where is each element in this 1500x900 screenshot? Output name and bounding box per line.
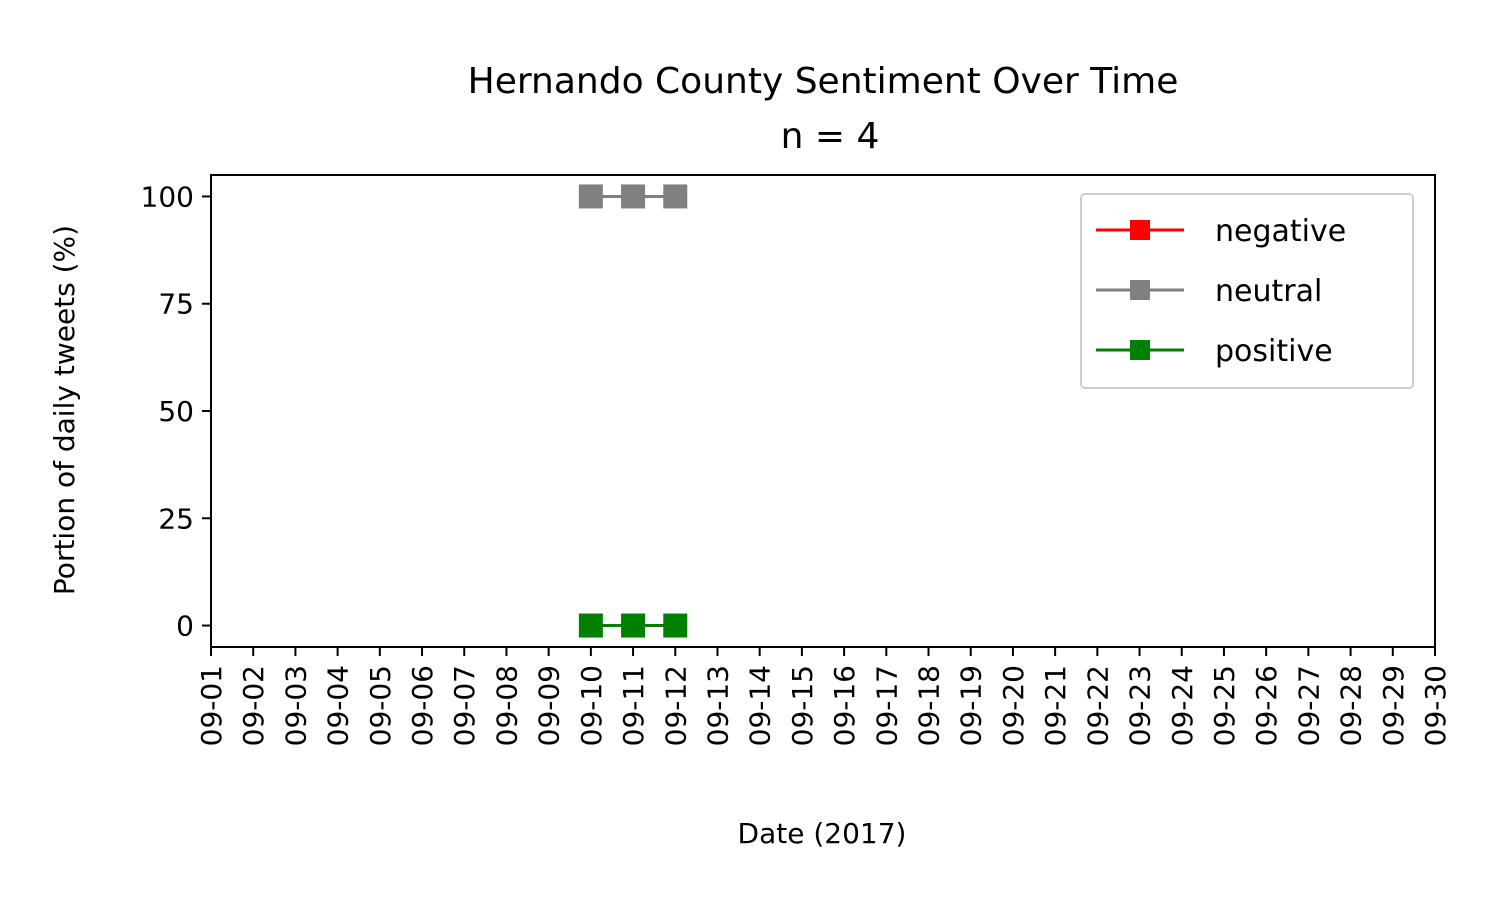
x-tick-label: 09-01 xyxy=(195,665,228,746)
legend-label-neutral: neutral xyxy=(1215,274,1322,309)
x-tick-label: 09-18 xyxy=(913,665,946,746)
y-tick-label: 100 xyxy=(141,180,194,213)
x-tick-label: 09-09 xyxy=(533,665,566,746)
x-axis-label: Date (2017) xyxy=(738,817,907,850)
legend-label-negative: negative xyxy=(1215,214,1346,249)
x-tick-label: 09-15 xyxy=(786,665,819,746)
x-tick-label: 09-24 xyxy=(1166,665,1199,746)
x-tick-label: 09-25 xyxy=(1208,665,1241,746)
x-tick-label: 09-17 xyxy=(870,665,903,746)
data-point-positive xyxy=(621,613,646,638)
x-tick-label: 09-30 xyxy=(1419,665,1452,746)
y-axis-label: Portion of daily tweets (%) xyxy=(48,225,81,595)
x-tick-label: 09-03 xyxy=(279,665,312,746)
legend-marker-positive xyxy=(1130,340,1150,360)
x-tick-label: 09-22 xyxy=(1081,665,1114,746)
x-tick-label: 09-08 xyxy=(490,665,523,746)
data-point-positive xyxy=(578,613,603,638)
data-point-neutral xyxy=(578,184,603,209)
x-tick-label: 09-02 xyxy=(237,665,270,746)
x-tick-label: 09-12 xyxy=(659,665,692,746)
y-tick-label: 25 xyxy=(158,502,194,535)
y-tick-label: 0 xyxy=(176,610,194,643)
y-tick-label: 75 xyxy=(158,288,194,321)
x-tick-label: 09-19 xyxy=(955,665,988,746)
x-tick-label: 09-23 xyxy=(1124,665,1157,746)
legend-marker-negative xyxy=(1130,220,1150,240)
x-tick-label: 09-20 xyxy=(997,665,1030,746)
x-tick-label: 09-06 xyxy=(406,665,439,746)
legend-label-positive: positive xyxy=(1215,334,1333,369)
x-tick-label: 09-05 xyxy=(364,665,397,746)
data-point-neutral xyxy=(621,184,646,209)
x-tick-label: 09-29 xyxy=(1377,665,1410,746)
x-tick-label: 09-04 xyxy=(322,665,355,746)
chart-subtitle: n = 4 xyxy=(781,116,880,157)
y-tick-label: 50 xyxy=(158,395,194,428)
data-point-neutral xyxy=(663,184,688,209)
x-tick-label: 09-14 xyxy=(744,665,777,746)
x-tick-label: 09-11 xyxy=(617,665,650,746)
x-tick-label: 09-13 xyxy=(701,665,734,746)
x-tick-label: 09-16 xyxy=(828,665,861,746)
legend-marker-neutral xyxy=(1130,280,1150,300)
data-point-positive xyxy=(663,613,688,638)
x-tick-label: 09-26 xyxy=(1250,665,1283,746)
x-tick-label: 09-27 xyxy=(1292,665,1325,746)
plot-area: 0 25 50 75 100 09-01 09-02 09-03 09-04 09-05 09-06… xyxy=(141,174,1452,746)
x-tick-label: 09-28 xyxy=(1335,665,1368,746)
x-tick-label: 09-07 xyxy=(448,665,481,746)
chart-title: Hernando County Sentiment Over Time xyxy=(468,61,1179,102)
legend: negative neutral positive xyxy=(1080,193,1414,389)
legend-frame xyxy=(1080,193,1414,389)
x-tick-label: 09-21 xyxy=(1039,665,1072,746)
x-tick-label: 09-10 xyxy=(575,665,608,746)
